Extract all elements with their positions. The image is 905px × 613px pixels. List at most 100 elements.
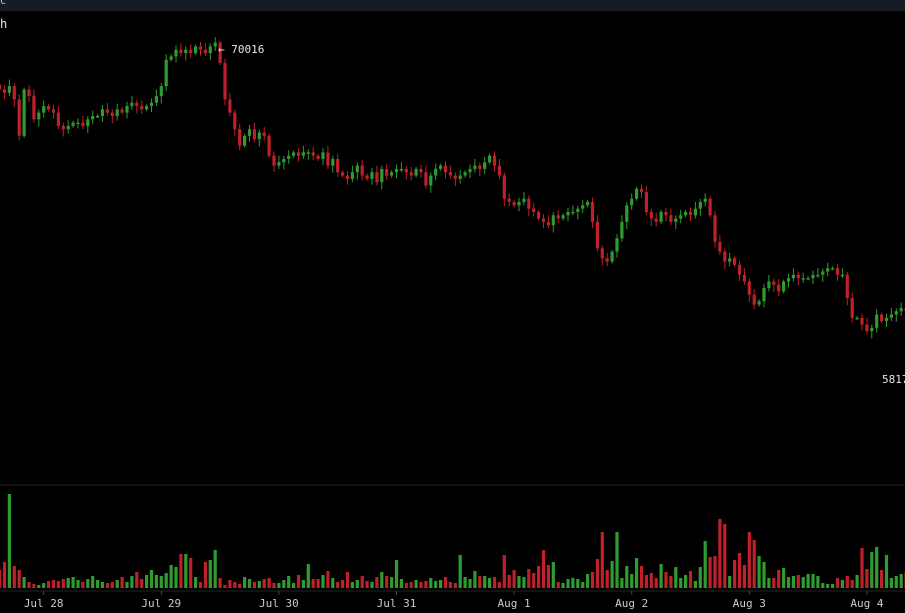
x-tick-label: Aug 3 bbox=[733, 597, 766, 610]
volume-bar bbox=[786, 577, 791, 588]
volume-bar bbox=[37, 585, 41, 588]
volume-bar bbox=[649, 573, 653, 588]
x-tick-label: Jul 30 bbox=[259, 597, 299, 610]
volume-bar bbox=[71, 577, 75, 588]
volume-bar bbox=[76, 580, 80, 588]
candle-body bbox=[203, 49, 207, 54]
volume-bar bbox=[688, 571, 693, 588]
volume-bar bbox=[899, 574, 903, 588]
volume-bar bbox=[218, 578, 222, 588]
candle-body bbox=[409, 172, 413, 176]
candle-body bbox=[571, 211, 575, 214]
volume-bar bbox=[679, 578, 683, 588]
volume-bar bbox=[247, 579, 252, 588]
volume-bar bbox=[81, 582, 85, 588]
volume-bar bbox=[27, 582, 31, 588]
volume-bar bbox=[889, 578, 893, 588]
candle-body bbox=[600, 248, 604, 259]
candle-body bbox=[434, 168, 438, 176]
candle-body bbox=[306, 152, 310, 154]
candle-body bbox=[424, 172, 428, 186]
candle-body bbox=[453, 175, 457, 179]
volume-bar bbox=[243, 577, 247, 588]
candle-body bbox=[331, 158, 335, 166]
volume-bar bbox=[272, 583, 276, 588]
volume-bar bbox=[184, 554, 188, 588]
volume-bar bbox=[208, 560, 212, 588]
volume-bar bbox=[571, 578, 575, 588]
volume-bar bbox=[120, 577, 124, 588]
candle-body bbox=[620, 221, 624, 239]
candle-body bbox=[718, 241, 722, 252]
volume-bar bbox=[189, 558, 193, 588]
candle-body bbox=[762, 288, 766, 302]
candle-body bbox=[796, 274, 800, 279]
candle-body bbox=[252, 129, 256, 140]
volume-bar bbox=[130, 576, 134, 588]
candle-body bbox=[791, 274, 795, 279]
candle-body bbox=[341, 172, 345, 176]
volume-bar bbox=[110, 582, 114, 588]
candle-body bbox=[850, 297, 854, 318]
volume-bar bbox=[747, 532, 751, 588]
volume-bar bbox=[439, 580, 443, 588]
candle-body bbox=[674, 218, 678, 222]
candle-body bbox=[350, 172, 354, 179]
volume-bar bbox=[757, 556, 761, 588]
candle-body bbox=[355, 165, 359, 173]
volume-bars bbox=[0, 494, 905, 588]
volume-bar bbox=[125, 582, 129, 588]
candle-body bbox=[120, 109, 124, 113]
candle-body bbox=[816, 274, 820, 277]
volume-bar bbox=[140, 579, 144, 588]
price-candles bbox=[0, 37, 905, 339]
candle-body bbox=[380, 168, 384, 183]
volume-bar bbox=[321, 575, 325, 588]
volume-bar bbox=[179, 554, 183, 588]
volume-bar bbox=[61, 579, 65, 588]
candle-body bbox=[419, 168, 423, 173]
candle-body bbox=[684, 211, 688, 216]
candle-body bbox=[630, 198, 634, 206]
candle-body bbox=[2, 89, 7, 93]
volume-bar bbox=[806, 574, 810, 588]
volume-bar bbox=[801, 577, 805, 588]
candle-body bbox=[782, 281, 786, 292]
volume-bar bbox=[56, 581, 60, 588]
volume-bar bbox=[262, 579, 266, 588]
volume-bar bbox=[296, 575, 301, 588]
candle-body bbox=[488, 155, 492, 163]
candle-body bbox=[443, 165, 448, 173]
volume-bar bbox=[625, 566, 629, 588]
volume-bar bbox=[429, 578, 433, 588]
candle-body bbox=[532, 208, 536, 212]
candle-body bbox=[801, 278, 805, 280]
candle-body bbox=[561, 215, 565, 219]
volume-bar bbox=[355, 580, 359, 588]
interval-label[interactable]: h bbox=[0, 17, 8, 31]
high-price-marker: ← 70016 bbox=[218, 43, 264, 56]
volume-bar bbox=[845, 576, 849, 588]
volume-bar bbox=[816, 576, 820, 588]
volume-bar bbox=[47, 581, 51, 588]
volume-bar bbox=[399, 579, 403, 588]
candle-body bbox=[247, 129, 252, 136]
candle-body bbox=[757, 301, 761, 305]
volume-bar bbox=[767, 578, 771, 588]
volume-bar bbox=[292, 583, 296, 588]
candle-body bbox=[831, 268, 835, 270]
volume-bar bbox=[492, 577, 497, 588]
candle-body bbox=[27, 89, 31, 97]
candle-body bbox=[512, 202, 516, 206]
candle-body bbox=[292, 152, 296, 156]
volume-bar bbox=[718, 519, 722, 588]
candle-body bbox=[56, 112, 60, 126]
candle-body bbox=[698, 202, 702, 209]
candle-body bbox=[507, 198, 511, 203]
volume-bar bbox=[791, 576, 795, 588]
volume-bar bbox=[639, 566, 644, 588]
volume-bar bbox=[463, 577, 467, 588]
candle-body bbox=[296, 152, 301, 156]
candle-body bbox=[566, 211, 570, 216]
